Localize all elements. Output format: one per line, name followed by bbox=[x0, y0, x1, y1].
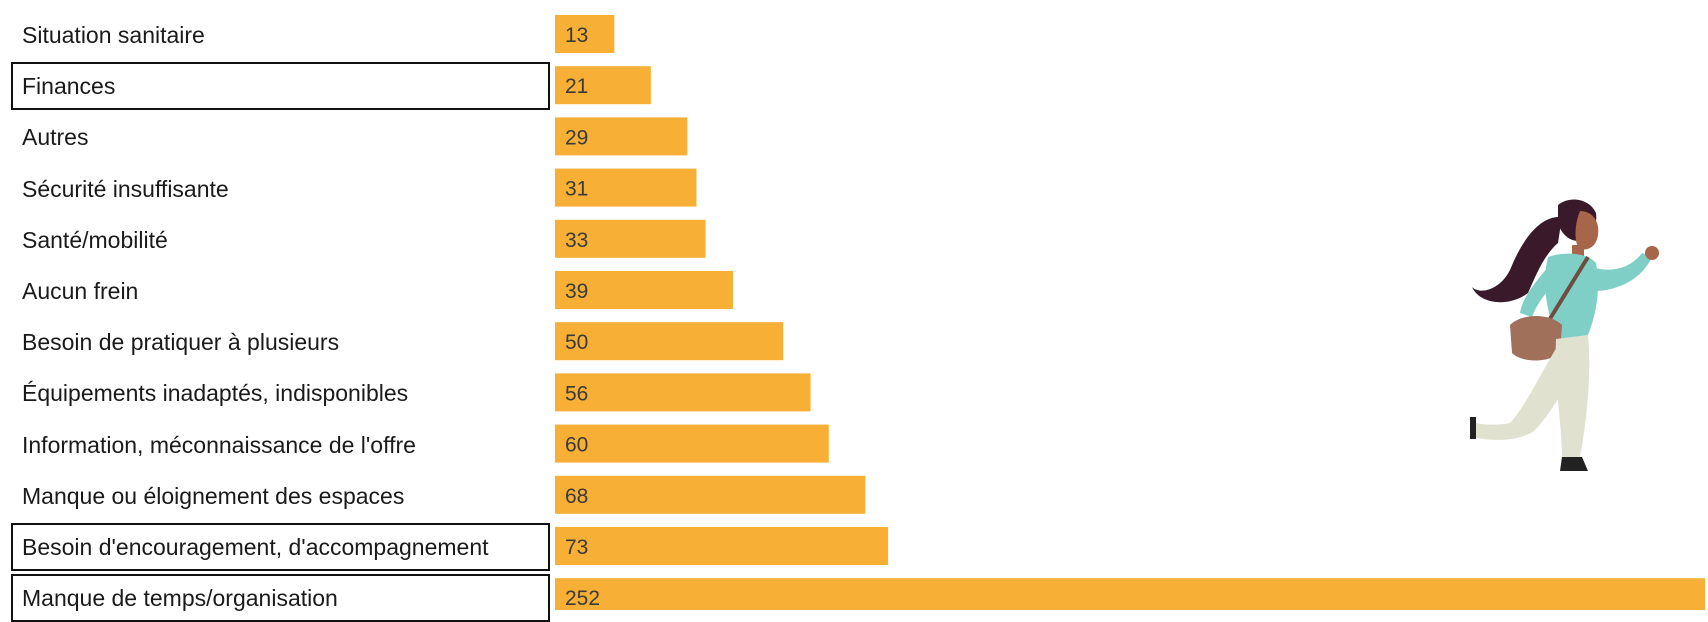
category-label: Sécurité insuffisante bbox=[22, 175, 229, 202]
category-label: Besoin de pratiquer à plusieurs bbox=[22, 329, 340, 356]
category-label: Situation sanitaire bbox=[22, 22, 205, 48]
bar bbox=[555, 578, 1705, 610]
category-label: Santé/mobilité bbox=[22, 226, 168, 253]
bar-value-label: 50 bbox=[565, 331, 588, 354]
bar-value-label: 29 bbox=[565, 126, 588, 149]
bar bbox=[555, 424, 829, 463]
bar bbox=[555, 219, 706, 258]
bar bbox=[555, 66, 651, 105]
bar-value-label: 21 bbox=[565, 75, 588, 98]
bar-value-label: 33 bbox=[565, 229, 588, 252]
category-label: Finances bbox=[11, 62, 550, 111]
bar-value-label: 31 bbox=[565, 178, 588, 201]
bar bbox=[555, 322, 784, 361]
bar bbox=[555, 15, 615, 53]
bar-value-label: 252 bbox=[565, 587, 600, 610]
bar bbox=[555, 271, 733, 309]
bar-value-label: 39 bbox=[565, 280, 588, 303]
bar-value-label: 56 bbox=[565, 382, 588, 405]
category-labels: Situation sanitaire Finances Autres Sécurit… bbox=[0, 0, 560, 622]
bar bbox=[555, 527, 889, 565]
woman-running-illustration bbox=[1470, 199, 1659, 471]
category-label: Besoin d'encouragement, d'accompagnement bbox=[11, 523, 550, 571]
bar-value-label: 13 bbox=[565, 24, 588, 47]
bar bbox=[555, 475, 866, 514]
bar bbox=[555, 168, 697, 207]
category-label: Manque ou éloignement des espaces bbox=[22, 482, 405, 509]
category-label: Information, méconnaissance de l'offre bbox=[22, 431, 416, 458]
bar bbox=[555, 373, 811, 412]
bar-value-label: 60 bbox=[565, 434, 588, 457]
bar-value-label: 68 bbox=[565, 485, 588, 508]
category-label: Aucun frein bbox=[22, 278, 139, 304]
category-label: Autres bbox=[22, 124, 89, 151]
bar bbox=[555, 117, 688, 156]
bar-value-label: 73 bbox=[565, 536, 588, 559]
category-label: Équipements inadaptés, indisponibles bbox=[22, 380, 409, 407]
